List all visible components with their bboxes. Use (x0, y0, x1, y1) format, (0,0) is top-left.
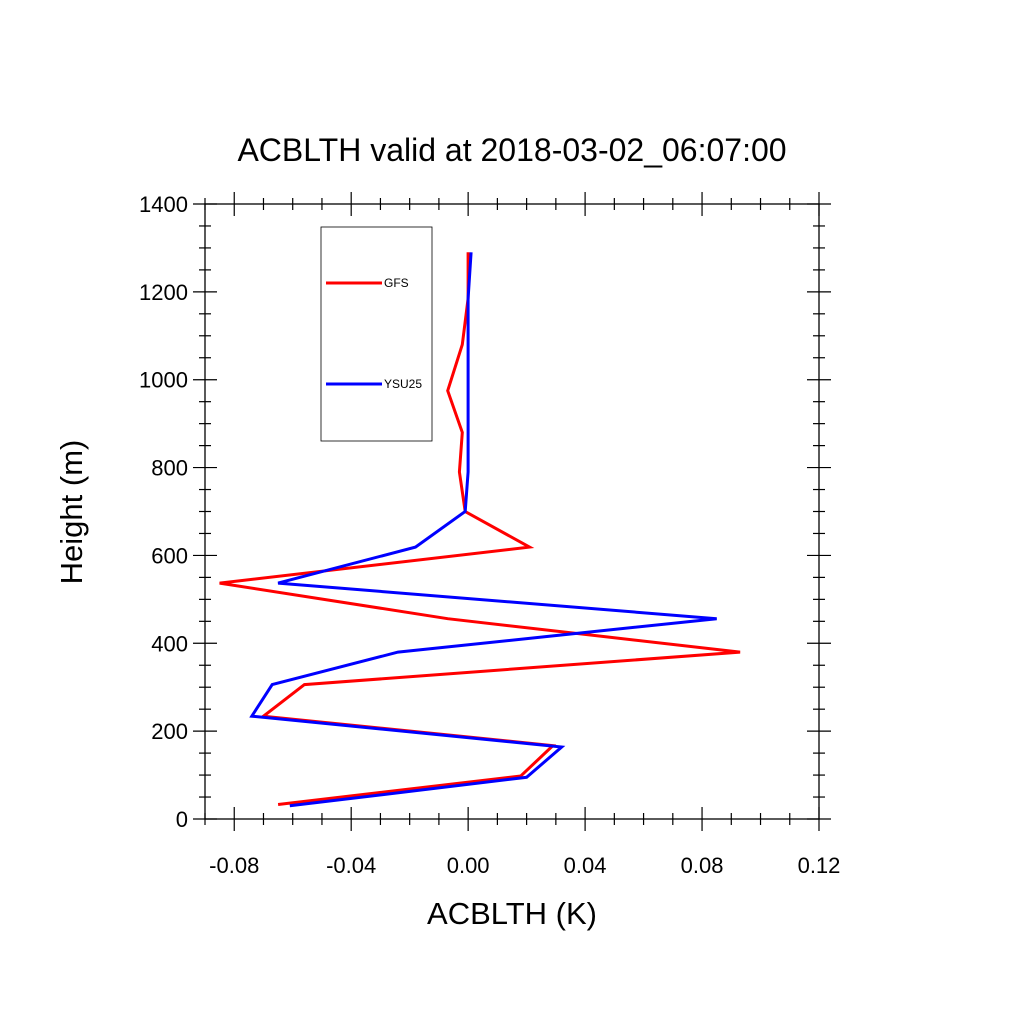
x-tick-label: -0.08 (209, 853, 259, 878)
x-tick-label: 0.12 (798, 853, 841, 878)
data-series (219, 252, 741, 808)
y-tick-label: 400 (151, 631, 188, 656)
y-tick-label: 1000 (139, 368, 188, 393)
legend-label-ysu25: YSU25 (384, 377, 422, 391)
legend: GFS YSU25 (320, 226, 433, 442)
y-tick-label: 1200 (139, 280, 188, 305)
x-tick-label: -0.04 (326, 853, 376, 878)
x-tick-label: 0.04 (564, 853, 607, 878)
plot-frame (204, 203, 820, 820)
axis-ticks (193, 192, 831, 831)
y-axis-label: Height (m) (54, 440, 89, 585)
y-tick-label: 600 (151, 543, 188, 568)
x-axis-label: ACBLTH (K) (427, 896, 597, 931)
y-tick-label: 1400 (139, 192, 188, 217)
legend-label-gfs: GFS (384, 276, 409, 290)
y-tick-label: 200 (151, 719, 188, 744)
chart-title: ACBLTH valid at 2018-03-02_06:07:00 (237, 132, 786, 168)
axis-tick-labels: 0 200 400 600 800 1000 1200 1400 -0.08 -0.04 0.00 0… (139, 192, 840, 878)
y-tick-label: 0 (176, 807, 188, 832)
y-tick-label: 800 (151, 456, 188, 481)
x-tick-label: 0.00 (447, 853, 490, 878)
x-tick-label: 0.08 (681, 853, 724, 878)
series-line-ysu25 (249, 252, 717, 808)
legend-box (320, 226, 433, 442)
